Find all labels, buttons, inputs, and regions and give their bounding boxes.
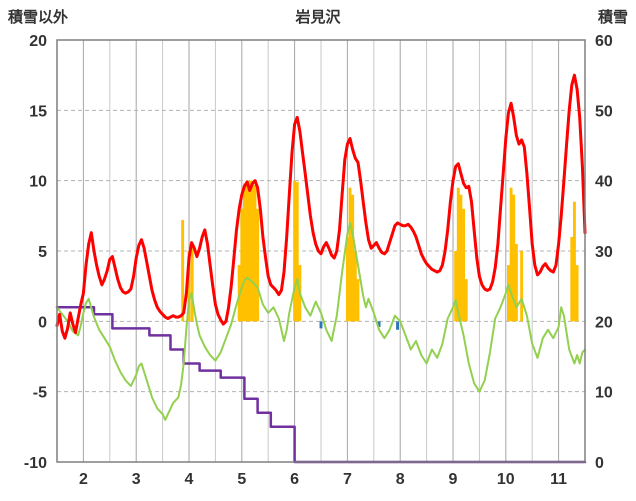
svg-text:-5: -5 [33, 385, 47, 402]
svg-text:2: 2 [79, 471, 88, 488]
svg-text:0: 0 [38, 314, 47, 331]
chart-title: 岩見沢 [295, 9, 341, 26]
svg-text:6: 6 [290, 471, 299, 488]
svg-text:9: 9 [449, 471, 458, 488]
svg-text:5: 5 [237, 471, 246, 488]
svg-text:-10: -10 [24, 455, 47, 472]
svg-text:10: 10 [497, 471, 515, 488]
svg-text:10: 10 [29, 174, 47, 191]
svg-text:10: 10 [595, 385, 613, 402]
svg-text:60: 60 [595, 33, 613, 50]
left-axis-title: 積雪以外 [8, 9, 69, 26]
right-axis-title: 積雪 [597, 9, 628, 26]
svg-text:7: 7 [343, 471, 352, 488]
svg-text:3: 3 [132, 471, 141, 488]
svg-text:20: 20 [595, 314, 613, 331]
svg-text:30: 30 [595, 244, 613, 261]
svg-text:15: 15 [29, 103, 47, 120]
svg-text:0: 0 [595, 455, 604, 472]
svg-text:11: 11 [550, 471, 567, 488]
svg-text:8: 8 [396, 471, 405, 488]
svg-text:50: 50 [595, 103, 613, 120]
svg-text:5: 5 [38, 244, 47, 261]
svg-text:40: 40 [595, 174, 613, 191]
svg-text:20: 20 [29, 33, 47, 50]
svg-text:4: 4 [185, 471, 194, 488]
